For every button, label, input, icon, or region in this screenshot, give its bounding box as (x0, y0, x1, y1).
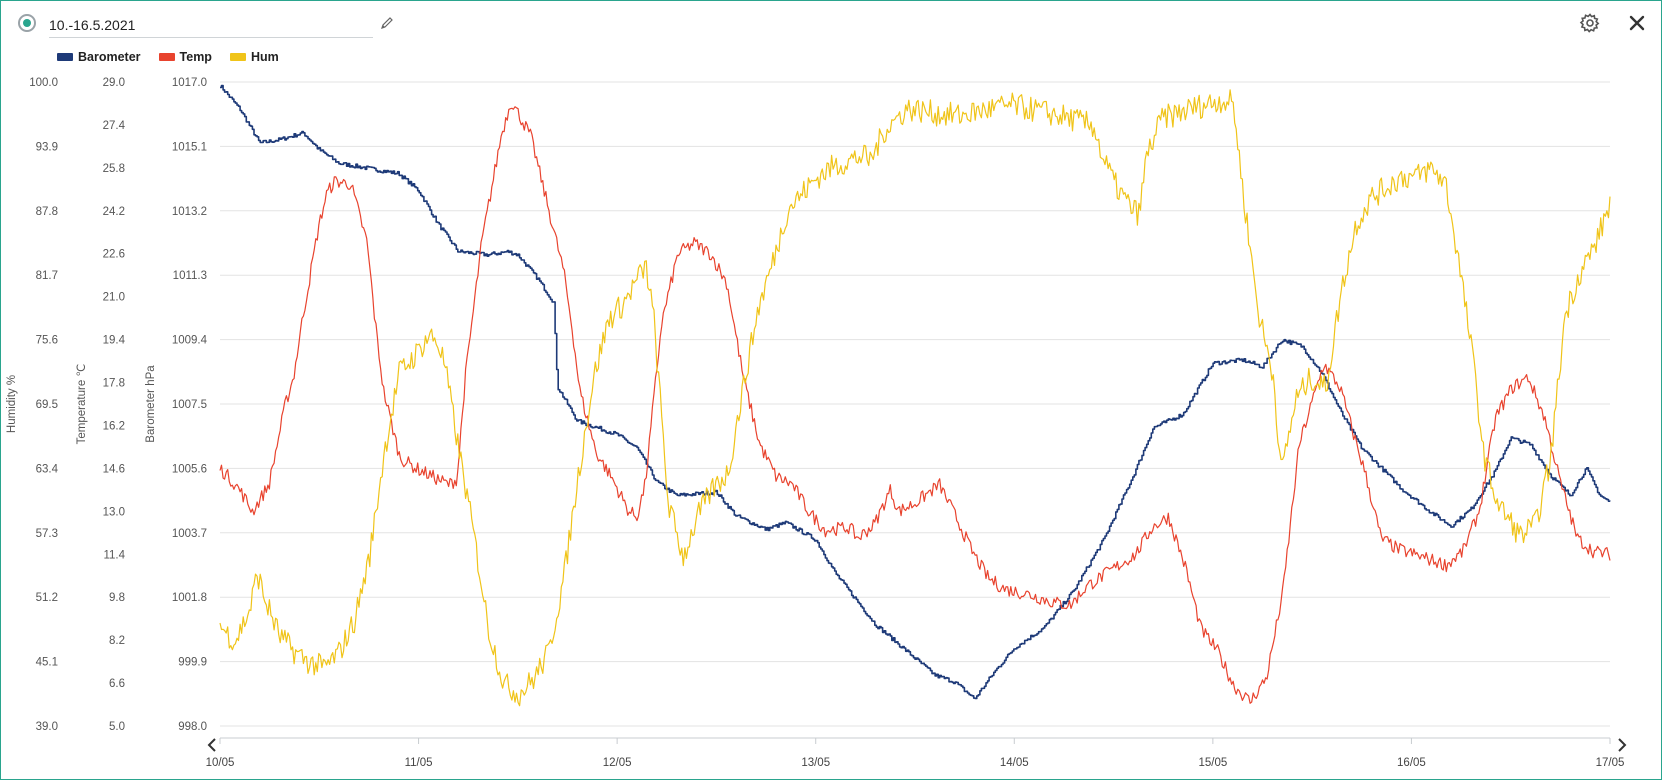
y-tick-label-baro: 1005.6 (172, 463, 207, 475)
y-tick-label-baro: 1001.8 (172, 592, 207, 604)
legend-item-hum[interactable]: Hum (229, 48, 279, 66)
y-tick-label-baro: 1015.1 (172, 141, 207, 153)
y-tick-label-baro: 1003.7 (172, 528, 207, 540)
legend-label-barometer: Barometer (78, 50, 141, 64)
pencil-icon[interactable] (379, 15, 395, 31)
y-tick-label-hum: 45.1 (36, 657, 58, 669)
series-line-hum (219, 89, 1611, 707)
y-tick-label-temp: 16.2 (103, 420, 125, 432)
y-tick-label-hum: 81.7 (36, 270, 58, 282)
y-tick-label-hum: 100.0 (29, 77, 58, 89)
legend-swatch-barometer (57, 53, 73, 61)
y-tick-label-hum: 87.8 (36, 206, 58, 218)
y-tick-label-temp: 27.4 (103, 120, 126, 132)
y-tick-label-hum: 93.9 (36, 141, 58, 153)
date-range-input[interactable] (49, 13, 373, 38)
legend-swatch-hum (229, 53, 246, 61)
x-tick-label: 15/05 (1198, 757, 1227, 769)
status-dot-icon[interactable] (18, 14, 36, 32)
y-tick-label-temp: 6.6 (109, 678, 125, 690)
y-axis-label-baro: Barometer hPa (145, 365, 157, 443)
y-tick-label-hum: 57.3 (36, 528, 58, 540)
y-tick-label-baro: 998.0 (178, 721, 207, 733)
y-axis-label-temp: Temperature ℃ (76, 364, 88, 445)
y-tick-label-hum: 39.0 (36, 721, 58, 733)
y-tick-label-temp: 13.0 (103, 506, 125, 518)
y-tick-label-temp: 25.8 (103, 163, 125, 175)
close-icon[interactable] (1626, 12, 1648, 34)
y-tick-label-temp: 17.8 (103, 378, 125, 390)
y-tick-label-baro: 1007.5 (172, 399, 207, 411)
y-tick-label-hum: 75.6 (36, 335, 58, 347)
chevron-left-icon[interactable] (207, 738, 216, 752)
y-tick-label-temp: 21.0 (103, 292, 125, 304)
x-tick-label: 12/05 (603, 757, 632, 769)
y-tick-label-temp: 19.4 (103, 335, 126, 347)
x-tick-label: 14/05 (1000, 757, 1029, 769)
series-line-temp (219, 106, 1611, 704)
y-tick-label-temp: 14.6 (103, 463, 125, 475)
y-tick-label-baro: 1017.0 (172, 77, 207, 89)
legend-label-temp: Temp (179, 50, 212, 64)
y-tick-label-temp: 5.0 (109, 721, 125, 733)
x-tick-label: 11/05 (405, 757, 433, 769)
x-tick-label: 10/05 (206, 757, 235, 769)
y-tick-label-temp: 8.2 (109, 635, 125, 647)
legend-label-hum: Hum (250, 50, 279, 64)
y-tick-label-hum: 63.4 (36, 463, 59, 475)
y-tick-label-baro: 1011.3 (173, 270, 207, 282)
header-bar (1, 1, 1661, 49)
y-tick-label-hum: 69.5 (36, 399, 58, 411)
y-tick-label-hum: 51.2 (36, 592, 58, 604)
y-tick-label-baro: 1013.2 (172, 206, 207, 218)
chevron-right-icon[interactable] (1618, 738, 1627, 752)
y-tick-label-temp: 9.8 (109, 592, 125, 604)
y-tick-label-temp: 29.0 (103, 77, 125, 89)
series-line-barometer (220, 84, 1611, 700)
x-tick-label: 16/05 (1397, 757, 1426, 769)
y-tick-label-temp: 24.2 (103, 206, 125, 218)
y-axis-label-hum: Humidity % (6, 375, 18, 433)
x-tick-label: 13/05 (801, 757, 830, 769)
y-tick-label-baro: 999.9 (178, 657, 207, 669)
y-tick-label-temp: 11.4 (103, 549, 125, 561)
chart-legend: Barometer Temp Hum (57, 48, 279, 66)
x-tick-label: 17/05 (1596, 757, 1625, 769)
y-tick-label-temp: 22.6 (103, 249, 125, 261)
y-tick-label-baro: 1009.4 (172, 335, 208, 347)
gear-icon[interactable] (1579, 12, 1601, 34)
legend-item-barometer[interactable]: Barometer (57, 48, 141, 66)
legend-item-temp[interactable]: Temp (158, 48, 212, 66)
legend-swatch-temp (158, 53, 175, 61)
